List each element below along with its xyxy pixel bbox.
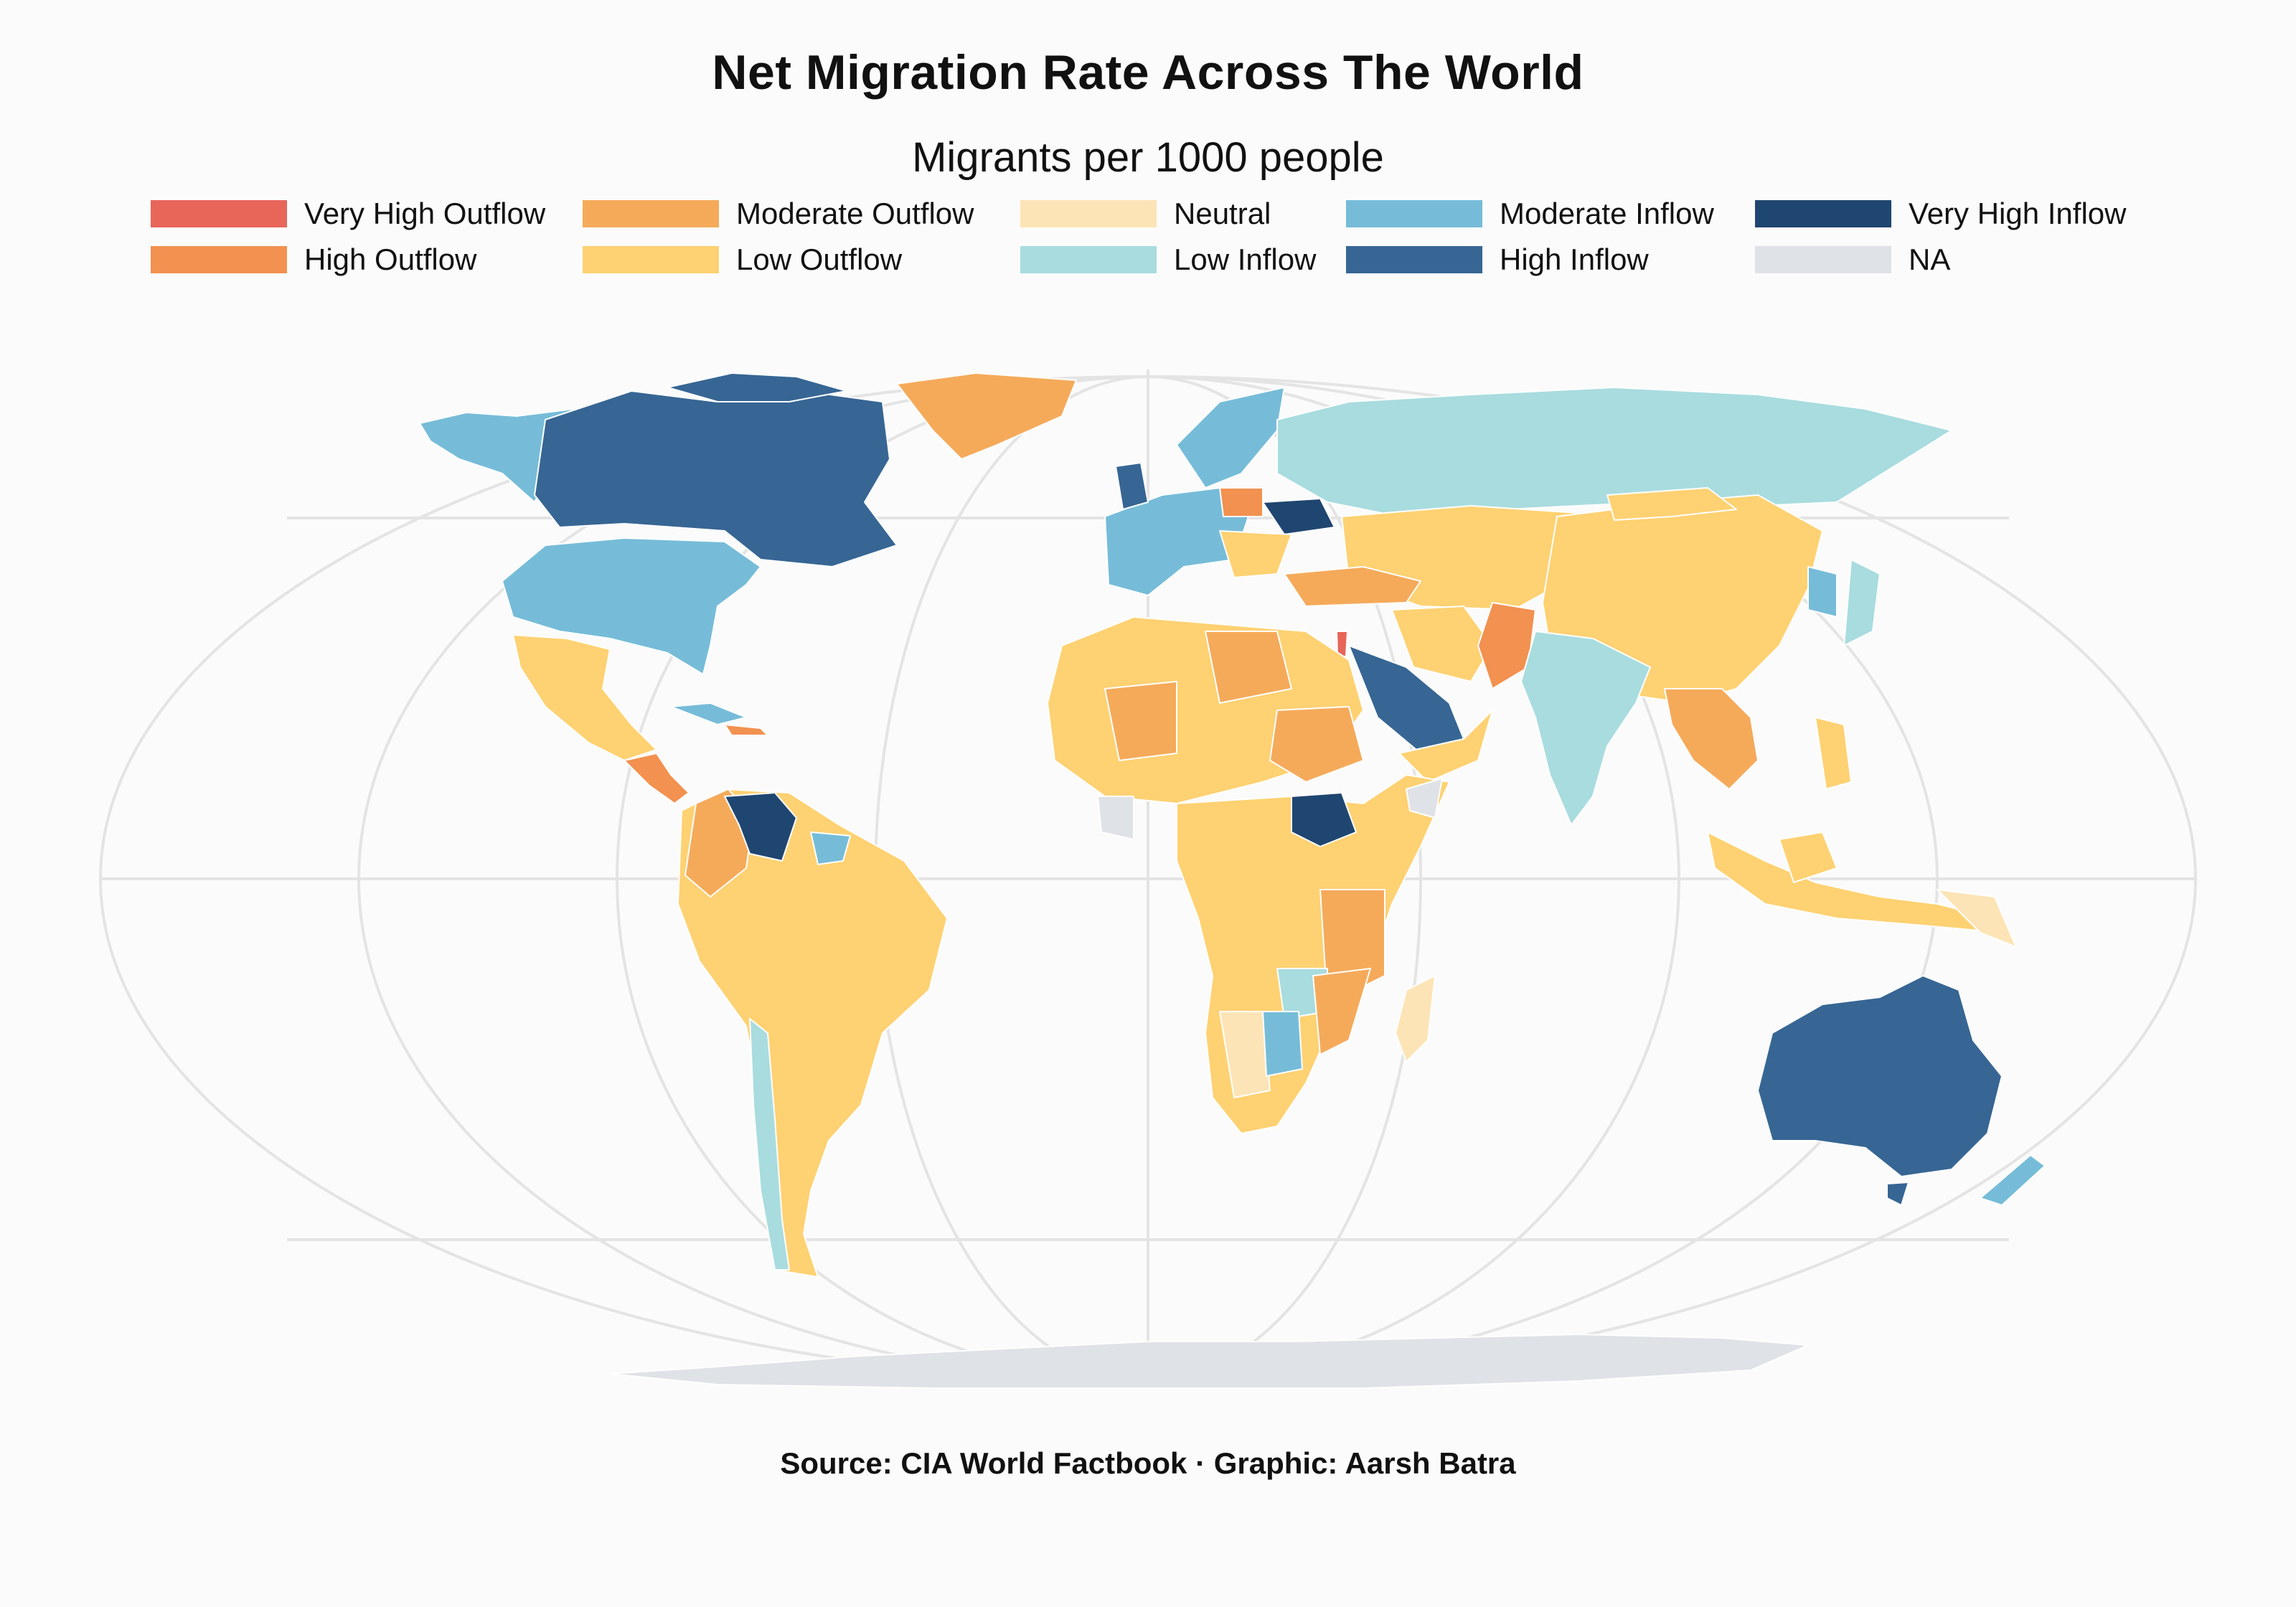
legend-item-very-high-outflow: Very High Outflow [151, 191, 583, 237]
region-india [1520, 631, 1651, 826]
region-russia [1276, 387, 1952, 517]
region-indonesia [1707, 831, 2003, 933]
region-turkey-caucasus [1284, 566, 1421, 607]
region-west-africa-coast [1097, 796, 1134, 840]
region-korea-japan [1807, 566, 1838, 618]
legend-item-very-high-inflow: Very High Inflow [1755, 191, 2128, 237]
legend-swatch [1346, 246, 1482, 273]
region-israel-jordan [1336, 631, 1348, 657]
region-sahel [1104, 681, 1177, 761]
region-ukraine [1262, 498, 1335, 535]
legend-swatch [151, 200, 287, 227]
region-canada-islands [667, 372, 847, 402]
region-chile [749, 1018, 790, 1271]
region-venezuela [724, 792, 797, 862]
region-poland [1219, 487, 1264, 517]
map-title: Net Migration Rate Across The World [712, 45, 1584, 100]
legend-swatch [1755, 200, 1891, 227]
region-central-america [624, 753, 690, 804]
map-subtitle: Migrants per 1000 people [912, 134, 1384, 181]
region-south-sudan [1291, 792, 1357, 847]
legend-label: Moderate Inflow [1500, 197, 1714, 230]
region-greenland [896, 372, 1077, 460]
legend-label: Very High Inflow [1909, 197, 2127, 230]
region-guianas [810, 831, 851, 865]
region-new-zealand [1980, 1154, 2046, 1206]
legend: Very High Outflow Moderate Outflow Neutr… [151, 191, 2128, 283]
legend-swatch [151, 246, 287, 273]
region-madagascar [1395, 975, 1436, 1062]
legend-label: Low Inflow [1174, 242, 1317, 276]
legend-item-moderate-outflow: Moderate Outflow [583, 191, 1020, 237]
region-horn-of-africa [1406, 778, 1443, 819]
legend-swatch [1755, 246, 1891, 273]
region-sudan [1269, 706, 1364, 783]
region-pakistan [1477, 602, 1536, 689]
legend-label: Low Outflow [736, 242, 903, 276]
region-tasmania [1886, 1182, 1909, 1206]
legend-label: High Inflow [1500, 242, 1649, 276]
legend-item-low-inflow: Low Inflow [1020, 237, 1346, 283]
legend-label: High Outflow [304, 242, 477, 276]
region-usa [502, 537, 761, 675]
legend-label: Very High Outflow [304, 197, 546, 230]
region-borneo [1779, 831, 1838, 883]
region-caribbean-islands [724, 724, 768, 736]
region-mozambique [1312, 968, 1371, 1055]
region-scandinavia [1176, 387, 1285, 489]
legend-label: Neutral [1174, 197, 1271, 230]
region-mexico [512, 634, 657, 761]
region-antarctica [609, 1334, 1809, 1389]
region-mongolia [1606, 487, 1737, 521]
land-masses [419, 372, 2046, 1389]
legend-item-moderate-inflow: Moderate Inflow [1346, 191, 1755, 237]
legend-swatch [1346, 200, 1482, 227]
legend-label: Moderate Outflow [736, 197, 974, 230]
legend-item-low-outflow: Low Outflow [583, 237, 1020, 283]
region-philippines [1815, 717, 1852, 790]
region-canada [534, 390, 898, 567]
region-south-america [677, 788, 948, 1278]
region-japan [1843, 559, 1881, 646]
world-map [99, 369, 2197, 1389]
legend-label: NA [1909, 242, 1951, 276]
region-australia [1757, 975, 2003, 1177]
region-caribbean [670, 702, 747, 725]
source-credit: Source: CIA World Factbook · Graphic: Aa… [780, 1446, 1516, 1480]
legend-item-high-inflow: High Inflow [1346, 237, 1755, 283]
region-balkans [1219, 530, 1292, 578]
legend-swatch [1020, 200, 1157, 227]
legend-swatch [1020, 246, 1157, 273]
region-southeast-asia [1664, 688, 1759, 790]
legend-item-high-outflow: High Outflow [151, 237, 583, 283]
region-south-africa [1262, 1011, 1303, 1077]
region-namibia-botswana [1219, 1011, 1271, 1098]
region-libya-egypt [1205, 631, 1292, 704]
legend-swatch [583, 200, 719, 227]
region-uk [1115, 462, 1149, 510]
region-iran [1391, 605, 1493, 682]
legend-item-neutral: Neutral [1020, 191, 1346, 237]
legend-swatch [583, 246, 719, 273]
region-papua [1937, 889, 2017, 948]
legend-item-na: NA [1755, 237, 2128, 283]
